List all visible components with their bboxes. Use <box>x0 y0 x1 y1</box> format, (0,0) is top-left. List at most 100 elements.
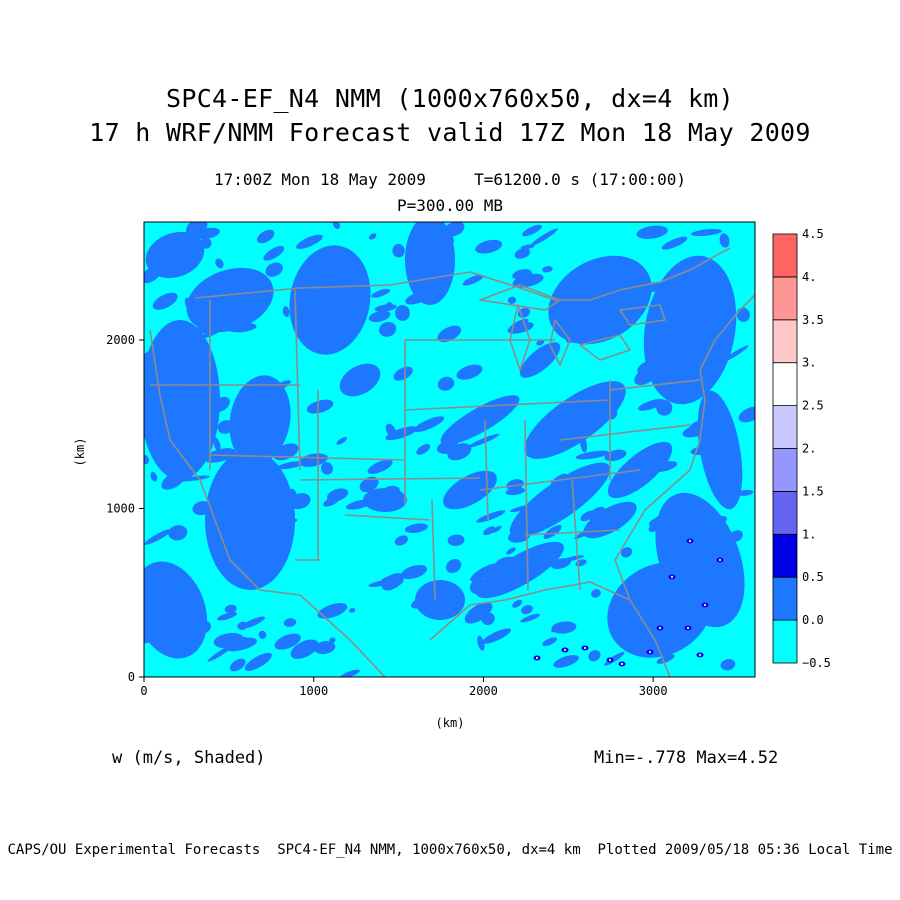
updraft-region <box>413 416 445 433</box>
colorbar-label: 1.5 <box>802 484 824 498</box>
updraft-region <box>393 366 413 381</box>
updraft-region <box>161 470 187 490</box>
updraft-region <box>530 228 559 246</box>
updraft-region <box>542 637 558 647</box>
updraft-region <box>416 443 431 455</box>
updraft-region <box>580 437 588 453</box>
updraft-region <box>168 525 188 541</box>
colorbar-segment <box>772 533 798 578</box>
updraft-region <box>144 528 172 545</box>
updraft-region <box>205 497 232 514</box>
updraft-region <box>394 535 408 546</box>
updraft-region <box>464 602 493 624</box>
chart-subtitle-level: P=300.00 MB <box>397 196 503 215</box>
state-boundary <box>404 399 611 411</box>
strong-updraft-core <box>688 539 692 543</box>
updraft-region <box>213 437 221 452</box>
updraft-region <box>379 575 404 588</box>
updraft-region <box>660 588 675 595</box>
updraft-region <box>462 274 484 286</box>
updraft-region <box>144 454 149 465</box>
updraft-region <box>292 495 308 507</box>
x-axis: 0 1000 2000 3000 <box>140 677 668 698</box>
state-boundary <box>571 479 581 591</box>
updraft-region <box>346 499 372 510</box>
colorbar-segment <box>772 362 798 407</box>
updraft-region <box>296 234 323 249</box>
updraft-region <box>517 547 544 560</box>
updraft-region <box>192 325 217 334</box>
colorbar-label: −0.5 <box>802 656 831 670</box>
state-boundary <box>549 319 571 366</box>
updraft-region <box>240 616 265 629</box>
y-tick-label: 0 <box>128 670 135 684</box>
updraft-region <box>371 288 391 298</box>
updraft-region <box>469 578 490 595</box>
updraft-region <box>522 224 542 237</box>
updraft-region <box>727 591 737 599</box>
updraft-region <box>456 364 483 380</box>
updraft-region <box>437 325 462 343</box>
strong-updraft-core <box>703 603 707 607</box>
state-boundary <box>209 454 406 461</box>
updraft-region <box>144 561 208 659</box>
updraft-region <box>170 340 191 354</box>
colorbar-segment <box>772 619 798 664</box>
updraft-region <box>514 248 531 259</box>
updraft-region <box>194 620 211 634</box>
updraft-region <box>553 655 579 668</box>
updraft-region <box>258 630 267 639</box>
colorbar-segment <box>772 233 798 278</box>
updraft-region <box>386 302 393 309</box>
updraft-region <box>698 550 709 560</box>
updraft-region <box>446 486 470 498</box>
updraft-region <box>688 421 709 437</box>
updraft-region <box>205 450 295 590</box>
updraft-region <box>145 231 205 279</box>
strong-updraft-core <box>658 626 662 630</box>
updraft-region <box>306 399 334 414</box>
updraft-region <box>738 406 755 423</box>
strong-updraft-core <box>583 646 587 650</box>
state-boundary <box>524 529 621 536</box>
updraft-region <box>184 297 194 313</box>
strong-updraft-core <box>718 558 722 562</box>
footer-credit: CAPS/OU Experimental Forecasts SPC4-EF_N… <box>7 842 893 858</box>
updraft-region <box>583 501 637 539</box>
updraft-region <box>543 525 562 539</box>
updraft-region <box>395 305 410 321</box>
state-boundary <box>484 419 489 521</box>
state-boundary <box>299 477 481 481</box>
updraft-region <box>224 604 237 614</box>
updraft-region <box>313 641 336 655</box>
strong-updraft-cells <box>533 538 724 667</box>
updraft-region <box>169 435 186 443</box>
updraft-region <box>289 245 371 355</box>
chart-title: SPC4-EF_N4 NMM (1000x760x50, dx=4 km) <box>166 84 734 113</box>
updraft-region <box>324 273 336 283</box>
updraft-region <box>317 603 348 619</box>
updraft-region <box>507 296 517 304</box>
updraft-region <box>186 267 274 333</box>
updraft-region <box>707 595 720 606</box>
updraft-region <box>692 579 704 589</box>
updraft-region <box>257 229 275 244</box>
y-tick-label: 2000 <box>106 333 135 347</box>
state-boundary <box>524 419 529 591</box>
strong-updraft-core <box>563 648 567 652</box>
updraft-region <box>482 628 512 644</box>
updraft-region <box>476 541 564 599</box>
updraft-region <box>648 518 666 532</box>
updraft-region <box>550 624 575 633</box>
updraft-region <box>494 556 517 570</box>
colorbar: −0.5 0.0 0.5 1. 1.5 2. 2.5 3. 3.5 4. 4.5 <box>772 227 831 670</box>
updraft-region <box>437 376 455 391</box>
updraft-region <box>269 380 291 394</box>
updraft-region <box>460 428 482 438</box>
updraft-region <box>229 375 291 465</box>
updraft-region <box>178 253 193 265</box>
updraft-region <box>144 320 220 480</box>
updraft-region <box>678 274 692 288</box>
state-boundary <box>619 304 666 326</box>
updraft-region <box>692 563 704 572</box>
